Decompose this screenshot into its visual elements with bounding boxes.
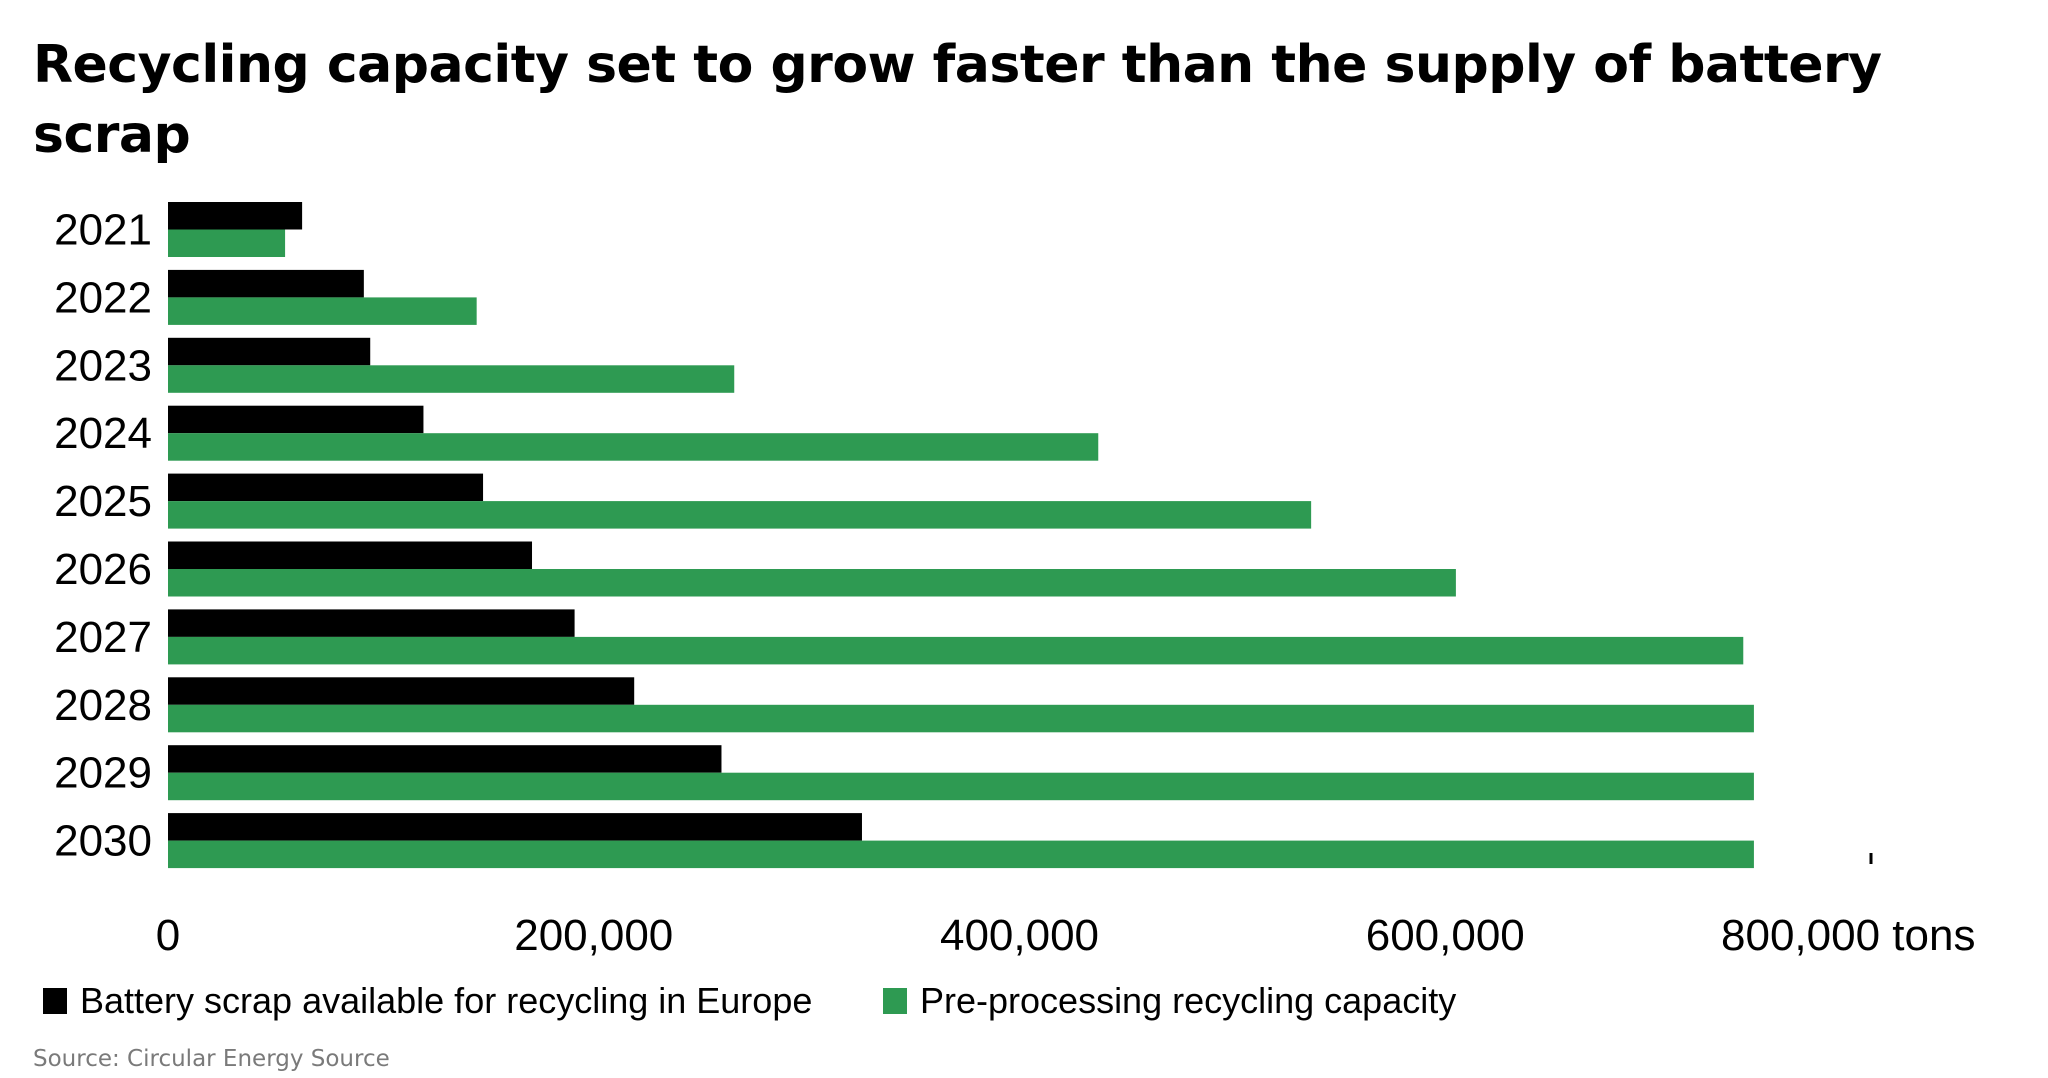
- bar-capacity-2025: [168, 501, 1312, 529]
- bar-capacity-2030: [168, 840, 1754, 869]
- legend-label-scrap: Battery scrap available for recycling in…: [80, 980, 812, 1021]
- legend-label-capacity: Pre-processing recycling capacity: [920, 980, 1456, 1021]
- legend: Battery scrap available for recycling in…: [43, 980, 1456, 1021]
- bar-capacity-2022: [168, 297, 477, 325]
- bar-scrap-2025: [168, 473, 484, 502]
- y-tick-label: 2026: [54, 545, 152, 594]
- bar-scrap-2022: [168, 269, 364, 298]
- bar-scrap-2021: [168, 202, 303, 230]
- bar-capacity-2021: [168, 229, 286, 257]
- chart-title: Recycling capacity set to grow faster th…: [33, 35, 1882, 165]
- x-tick-label: 400,000: [940, 911, 1099, 960]
- source-note: Source: Circular Energy Source: [33, 1046, 390, 1072]
- bar-capacity-2024: [168, 433, 1099, 461]
- bar-capacity-2027: [168, 636, 1744, 665]
- x-tick-label: 800,000 tons: [1721, 911, 1975, 960]
- bar-capacity-2023: [168, 365, 735, 393]
- y-tick-label: 2025: [54, 477, 152, 526]
- bar-capacity-2026: [168, 569, 1456, 597]
- y-tick-label: 2029: [54, 749, 152, 798]
- y-tick-label: 2021: [54, 206, 152, 255]
- bar-scrap-2029: [168, 745, 722, 773]
- bar-scrap-2024: [168, 405, 424, 434]
- y-tick-label: 2028: [54, 681, 152, 730]
- x-tick-label: 0: [156, 911, 180, 960]
- bar-scrap-2026: [168, 541, 533, 569]
- y-tick-label: 2022: [54, 273, 152, 322]
- x-tick-label: 600,000: [1366, 911, 1525, 960]
- legend-swatch-scrap: [43, 988, 67, 1014]
- bar-scrap-2027: [168, 609, 575, 637]
- bar-scrap-2023: [168, 337, 371, 366]
- bar-capacity-2029: [168, 772, 1754, 801]
- y-tick-label: 2030: [54, 817, 152, 866]
- bar-capacity-2028: [168, 704, 1754, 733]
- legend-swatch-capacity: [883, 988, 907, 1014]
- y-tick-label: 2024: [54, 409, 152, 458]
- y-tick-label: 2027: [54, 613, 152, 662]
- x-tick-label: 200,000: [514, 911, 673, 960]
- bar-scrap-2028: [168, 677, 635, 705]
- bar-scrap-2030: [168, 813, 862, 841]
- y-tick-label: 2023: [54, 341, 152, 390]
